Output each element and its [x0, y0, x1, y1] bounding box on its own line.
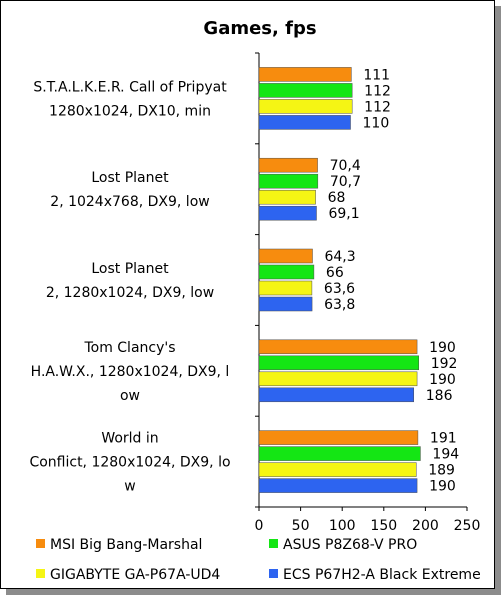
bar	[258, 205, 317, 221]
data-label: 70,7	[330, 174, 361, 190]
data-label: 110	[363, 115, 390, 131]
category-label: 2, 1024x768, DX9, low	[50, 194, 209, 210]
data-label: 186	[426, 388, 453, 404]
x-tick-label: 200	[412, 518, 439, 534]
bar	[258, 264, 315, 280]
legend: MSI Big Bang-Marshal ASUS P8Z68-V PRO GIGA…	[36, 537, 481, 583]
legend-swatch	[269, 569, 278, 578]
data-label: 68	[328, 190, 346, 206]
x-tick-label: 150	[370, 518, 397, 534]
x-tick-label: 0	[255, 518, 264, 534]
data-label: 63,8	[324, 297, 355, 313]
data-label: 190	[429, 479, 456, 495]
bar	[258, 83, 353, 98]
chart-title: Games, fps	[203, 18, 316, 39]
bar	[258, 115, 351, 130]
bar	[258, 462, 417, 477]
category-label: w	[124, 479, 135, 495]
bar	[258, 157, 318, 173]
legend-label: ASUS P8Z68-V PRO	[283, 537, 417, 553]
legend-label: GIGABYTE GA-P67A-UD4	[50, 567, 220, 583]
category-label: Tom Clancy's	[83, 340, 175, 356]
bar	[258, 67, 352, 82]
data-label: 194	[432, 447, 459, 463]
data-label: 190	[429, 372, 456, 388]
chart-frame: Games, fps 0 50 100 150 200 250 111 112 112 110 S.…	[0, 0, 495, 589]
bar	[258, 339, 418, 355]
legend-swatch	[36, 569, 45, 578]
category-label: Lost Planet	[91, 261, 169, 277]
data-label: 112	[364, 99, 391, 115]
bar	[258, 430, 419, 445]
legend-swatch	[36, 539, 45, 548]
data-label: 111	[363, 67, 390, 83]
data-label: 191	[430, 431, 457, 447]
bar	[258, 371, 418, 387]
legend-label: MSI Big Bang-Marshal	[50, 537, 202, 553]
legend-label: ECS P67H2-A Black Extreme	[283, 567, 481, 583]
bar	[258, 355, 419, 371]
legend-swatch	[269, 539, 278, 548]
data-label: 192	[431, 356, 458, 372]
bar	[258, 248, 313, 264]
data-label: 63,6	[324, 281, 355, 297]
data-label: 189	[428, 463, 455, 479]
x-tick-label: 50	[292, 518, 310, 534]
chart: Games, fps 0 50 100 150 200 250111112112110S.…	[29, 18, 481, 583]
x-tick-label: 250	[454, 518, 481, 534]
bar	[258, 280, 313, 296]
bar	[258, 173, 319, 189]
data-label: 70,4	[330, 158, 361, 174]
data-label: 190	[429, 340, 456, 356]
category-label: S.T.A.L.K.E.R. Call of Pripyat	[33, 79, 227, 95]
x-tick-label: 100	[329, 518, 356, 534]
category-label: H.A.W.X., 1280x1024, DX9, l	[31, 364, 230, 380]
bar	[258, 478, 418, 493]
data-label: 64,3	[324, 249, 355, 265]
plot-area: 0 50 100 150 200 250111112112110S.T.A.L.K.E.R…	[29, 52, 481, 534]
category-label: World in	[101, 431, 158, 447]
category-label: 1280x1024, DX10, min	[49, 103, 211, 119]
category-label: Lost Planet	[91, 170, 169, 186]
bar	[258, 446, 421, 461]
category-label: 2, 1280x1024, DX9, low	[46, 285, 214, 301]
data-label: 69,1	[328, 206, 359, 222]
data-label: 112	[364, 83, 391, 99]
bar	[258, 296, 313, 312]
data-label: 66	[326, 265, 344, 281]
category-label: Conflict, 1280x1024, DX9, lo	[29, 455, 230, 471]
bar	[258, 99, 353, 114]
bar	[258, 387, 415, 403]
bar	[258, 189, 316, 205]
category-label: ow	[120, 388, 140, 404]
